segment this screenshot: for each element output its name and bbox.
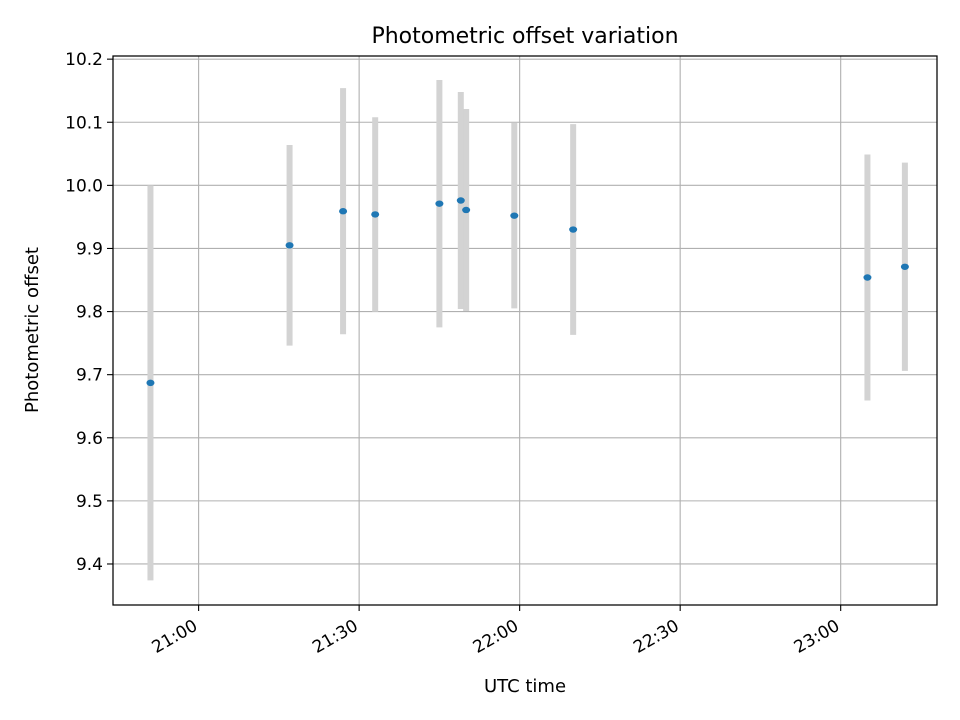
- data-point: [435, 200, 443, 206]
- x-axis-label: UTC time: [484, 676, 566, 697]
- data-point: [286, 242, 294, 248]
- data-point: [510, 212, 518, 218]
- data-point: [462, 207, 470, 213]
- data-point: [146, 380, 154, 386]
- data-point: [569, 226, 577, 232]
- y-tick-label: 9.8: [76, 303, 103, 323]
- data-point: [371, 211, 379, 217]
- grid: [113, 56, 937, 605]
- y-tick-label: 9.4: [76, 555, 103, 575]
- y-tick-label: 9.6: [76, 429, 103, 449]
- x-tick-label: 22:30: [630, 616, 682, 658]
- data-point: [457, 197, 465, 203]
- y-tick-label: 10.2: [65, 50, 103, 70]
- y-tick-label: 9.9: [76, 239, 103, 259]
- chart-title: Photometric offset variation: [371, 24, 678, 49]
- x-tick-label: 22:00: [470, 616, 522, 658]
- y-tick-label: 10.0: [65, 176, 103, 196]
- y-tick-label: 9.5: [76, 492, 103, 512]
- data-point: [863, 274, 871, 280]
- y-tick-label: 9.7: [76, 366, 103, 386]
- y-axis-label: Photometric offset: [22, 247, 43, 413]
- data-points: [146, 197, 908, 386]
- error-bars: [150, 80, 904, 580]
- plot-frame: [113, 56, 937, 605]
- y-tick-label: 10.1: [65, 113, 103, 133]
- data-point: [901, 264, 909, 270]
- x-tick-label: 21:30: [309, 616, 361, 658]
- data-point: [339, 208, 347, 214]
- x-axis-ticks: 21:00 21:30 22:00 22:30 23:00: [149, 605, 844, 658]
- x-tick-label: 23:00: [791, 616, 843, 658]
- y-axis-ticks: 9.4 9.5 9.6 9.7 9.8 9.9 10.0 10.1 10.2: [65, 50, 113, 575]
- x-tick-label: 21:00: [149, 616, 201, 658]
